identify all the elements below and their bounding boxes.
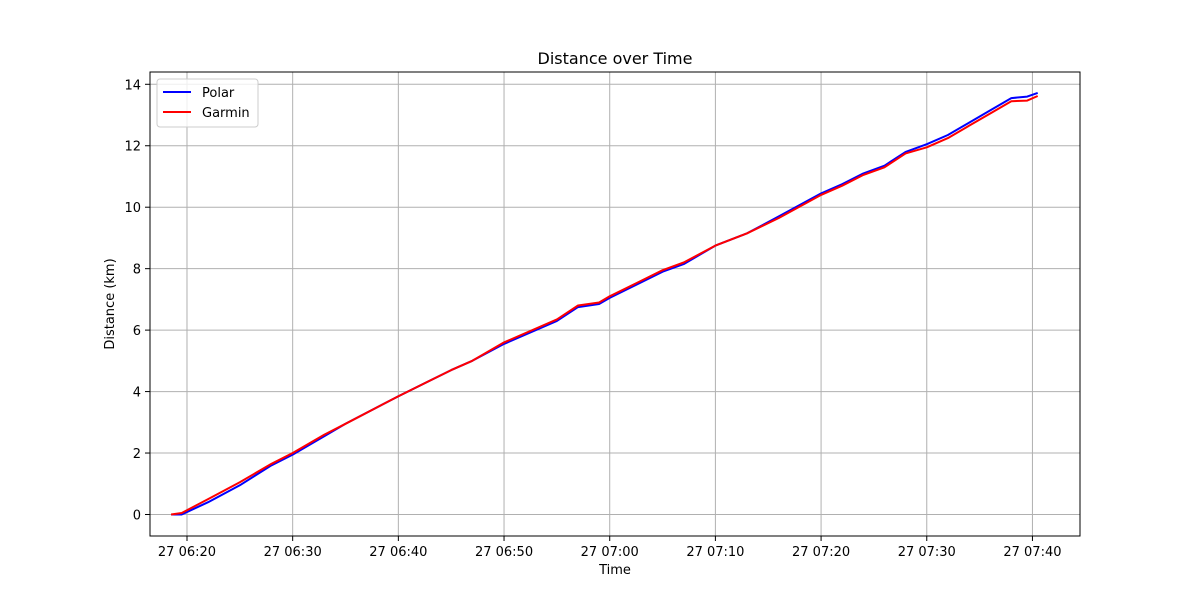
chart-title: Distance over Time bbox=[538, 49, 693, 68]
series-line-polar bbox=[171, 91, 1039, 516]
y-tick-label: 12 bbox=[124, 140, 141, 155]
x-tick-label: 27 06:20 bbox=[158, 545, 216, 560]
y-tick-label: 4 bbox=[133, 386, 141, 401]
y-tick-label: 14 bbox=[124, 78, 141, 93]
x-tick-label: 27 07:20 bbox=[792, 545, 850, 560]
y-tick-label: 0 bbox=[133, 508, 141, 523]
y-tick-label: 10 bbox=[124, 201, 141, 216]
series-line-garmin bbox=[170, 95, 1039, 516]
y-tick-label: 2 bbox=[133, 447, 141, 462]
x-axis-ticks: 27 06:20 27 06:30 27 06:40 27 06:50 27 07:00… bbox=[158, 536, 1062, 560]
legend-label-polar: Polar bbox=[202, 86, 235, 101]
legend-label-garmin: Garmin bbox=[202, 106, 250, 121]
y-axis-ticks: 0 2 4 6 8 10 12 14 bbox=[124, 78, 150, 523]
x-tick-label: 27 06:30 bbox=[264, 545, 322, 560]
x-tick-label: 27 07:10 bbox=[686, 545, 744, 560]
series-layer bbox=[170, 91, 1039, 516]
x-tick-label: 27 07:00 bbox=[581, 545, 639, 560]
x-tick-label: 27 06:50 bbox=[475, 545, 533, 560]
y-tick-label: 6 bbox=[133, 324, 141, 339]
grid-lines bbox=[150, 72, 1080, 536]
y-axis-label: Distance (km) bbox=[103, 258, 118, 349]
legend: Polar Garmin bbox=[156, 78, 259, 128]
x-tick-label: 27 07:40 bbox=[1003, 545, 1061, 560]
plot-frame bbox=[149, 71, 1081, 537]
x-axis-label: Time bbox=[598, 563, 631, 578]
y-tick-label: 8 bbox=[133, 263, 141, 278]
x-tick-label: 27 06:40 bbox=[369, 545, 427, 560]
x-tick-label: 27 07:30 bbox=[898, 545, 956, 560]
